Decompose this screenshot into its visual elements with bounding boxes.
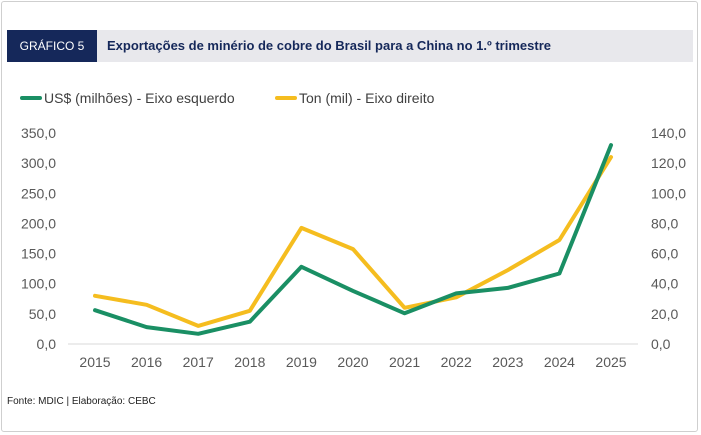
x-tick-label: 2021 [389,354,420,370]
y-right-tick-label: 0,0 [651,336,671,352]
y-left-tick-label: 300,0 [21,155,56,171]
x-tick-label: 2019 [286,354,317,370]
x-tick-label: 2024 [544,354,575,370]
y-right-tick-label: 100,0 [651,185,686,201]
y-right-tick-label: 60,0 [651,246,678,262]
y-left-tick-label: 350,0 [21,125,56,141]
legend-label-usd: US$ (milhões) - Eixo esquerdo [44,90,235,106]
y-right-tick-label: 80,0 [651,215,678,231]
y-left-tick-label: 150,0 [21,246,56,262]
y-right-tick-label: 120,0 [651,155,686,171]
chart-header: GRÁFICO 5 Exportações de minério de cobr… [7,30,693,62]
series-line-usd [93,143,613,336]
x-tick-label: 2020 [337,354,368,370]
chart-title: Exportações de minério de cobre do Brasi… [107,38,551,53]
legend-swatch-usd [20,96,42,100]
x-tick-label: 2022 [441,354,472,370]
x-tick-label: 2025 [595,354,626,370]
x-tick-label: 2023 [492,354,523,370]
y-left-tick-label: 50,0 [29,306,56,322]
y-left-tick-label: 200,0 [21,215,56,231]
legend-swatch-ton [275,96,297,100]
y-right-tick-label: 20,0 [651,306,678,322]
figure-badge: GRÁFICO 5 [7,30,97,62]
x-tick-label: 2016 [131,354,162,370]
legend-label-ton: Ton (mil) - Eixo direito [299,90,435,106]
y-left-tick-label: 250,0 [21,185,56,201]
source-note: Fonte: MDIC | Elaboração: CEBC [7,396,156,407]
y-right-tick-label: 40,0 [651,276,678,292]
x-tick-label: 2017 [183,354,214,370]
x-tick-label: 2015 [79,354,110,370]
x-tick-label: 2018 [234,354,265,370]
y-left-tick-label: 0,0 [37,336,57,352]
y-right-tick-label: 140,0 [651,125,686,141]
y-left-tick-label: 100,0 [21,276,56,292]
series-line-ton [93,155,613,328]
